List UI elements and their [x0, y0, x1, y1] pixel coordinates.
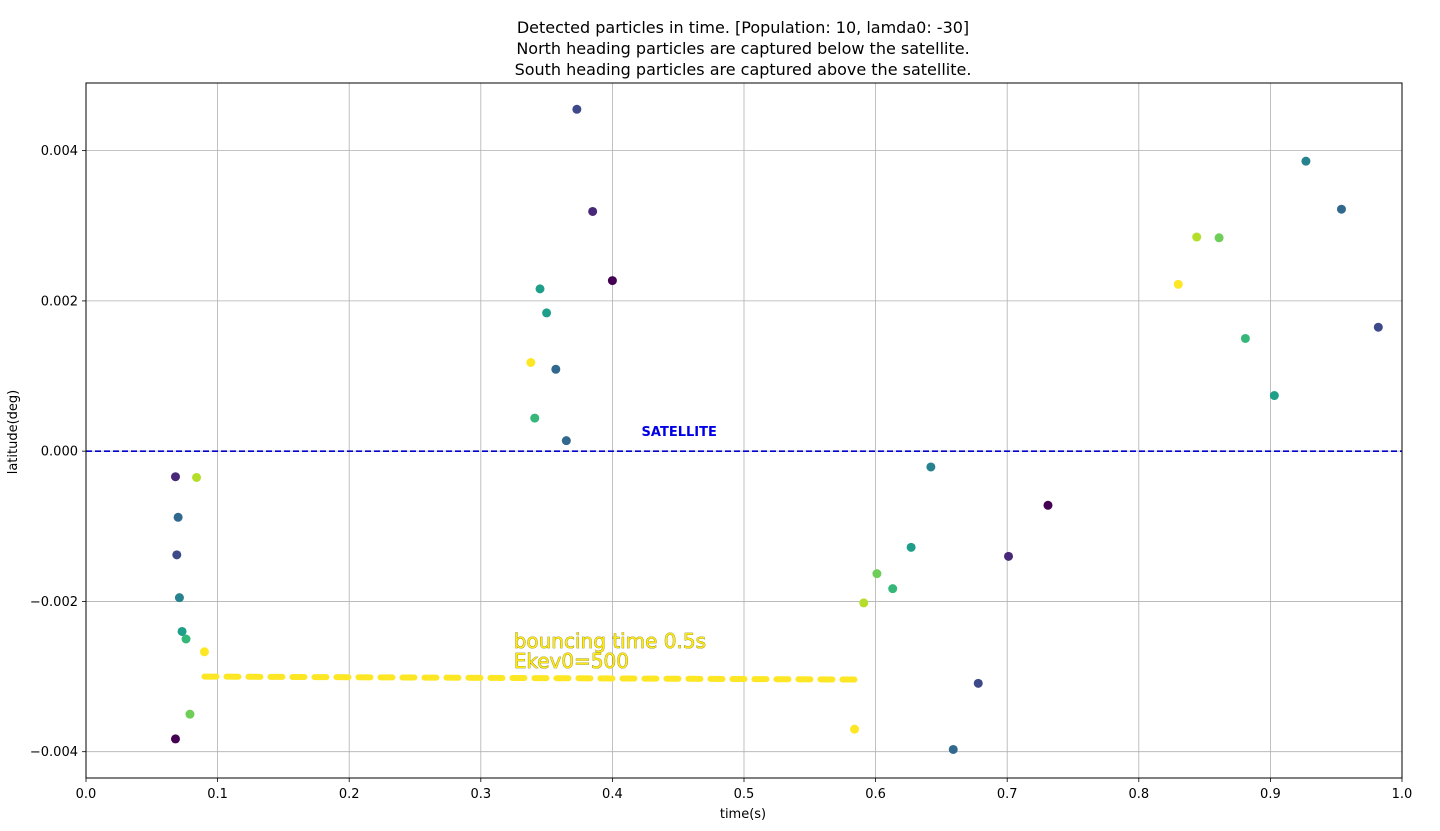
- x-tick-label: 0.1: [207, 787, 228, 802]
- data-point: [607, 276, 617, 286]
- x-tick-label: 0.2: [339, 787, 360, 802]
- data-point: [170, 472, 180, 482]
- x-tick-label: 0.4: [602, 787, 623, 802]
- data-point: [1043, 500, 1053, 510]
- data-point: [526, 358, 536, 368]
- chart-title-line-3: South heading particles are captured abo…: [515, 60, 972, 79]
- data-point: [1301, 156, 1311, 166]
- data-point: [850, 724, 860, 734]
- bounce-arrow: [201, 673, 859, 683]
- x-tick-label: 0.8: [1128, 787, 1149, 802]
- x-tick-label: 0.0: [76, 787, 97, 802]
- chart-title-line-2: North heading particles are captured bel…: [516, 39, 969, 58]
- data-point: [1004, 551, 1014, 561]
- x-axis-label: time(s): [720, 807, 766, 822]
- data-point: [172, 550, 182, 560]
- grid: [85, 83, 1403, 778]
- annotation-line-2: Ekev0=500: [514, 649, 629, 673]
- data-point: [1269, 391, 1279, 401]
- data-point: [1336, 204, 1346, 214]
- data-point: [173, 512, 183, 522]
- chart-title-line-1: Detected particles in time. [Population:…: [517, 18, 969, 37]
- data-point: [973, 678, 983, 688]
- x-axis: 0.0 0.1 0.2 0.3 0.4 0.5 0.6 0.7 0.8 0.9 1.0: [76, 778, 1413, 802]
- x-tick-label: 0.6: [865, 787, 886, 802]
- y-tick-label: −0.004: [30, 745, 78, 760]
- data-point: [906, 542, 916, 552]
- data-point: [926, 462, 936, 472]
- y-axis-label: latitude(deg): [6, 390, 21, 475]
- data-point: [572, 104, 582, 114]
- y-tick-label: 0.004: [41, 144, 78, 159]
- data-point: [561, 436, 571, 446]
- data-point: [1173, 279, 1183, 289]
- data-point: [588, 206, 598, 216]
- y-tick-label: 0.002: [41, 294, 78, 309]
- satellite-label: SATELLITE: [642, 425, 717, 440]
- data-point: [192, 472, 202, 482]
- data-point: [551, 364, 561, 374]
- data-point: [872, 569, 882, 579]
- data-point: [185, 709, 195, 719]
- annotation: bouncing time 0.5s Ekev0=500: [513, 629, 706, 674]
- data-point: [1373, 322, 1383, 332]
- annotation-line-1: bouncing time 0.5s: [514, 629, 706, 653]
- x-tick-label: 0.9: [1260, 787, 1281, 802]
- points-layer: [170, 104, 1383, 754]
- bounce-arrow-layer: [201, 673, 859, 683]
- x-tick-label: 0.5: [734, 787, 755, 802]
- data-point: [1214, 233, 1224, 243]
- data-point: [1240, 333, 1250, 343]
- x-tick-label: 1.0: [1392, 787, 1413, 802]
- data-point: [199, 647, 209, 657]
- data-point: [170, 734, 180, 744]
- data-point: [542, 308, 552, 318]
- y-axis: −0.004 −0.002 0.000 0.002 0.004: [30, 144, 86, 760]
- data-point: [530, 413, 540, 423]
- data-point: [859, 598, 869, 608]
- data-point: [1192, 232, 1202, 242]
- data-point: [948, 744, 958, 754]
- data-point: [181, 634, 191, 644]
- x-tick-label: 0.7: [997, 787, 1018, 802]
- data-point: [174, 593, 184, 603]
- data-point: [888, 584, 898, 594]
- chart-title: Detected particles in time. [Population:…: [515, 18, 972, 79]
- x-tick-label: 0.3: [470, 787, 491, 802]
- y-tick-label: −0.002: [30, 595, 78, 610]
- data-point: [535, 284, 545, 294]
- satellite-layer: SATELLITE: [86, 425, 1402, 452]
- data-point: [177, 626, 187, 636]
- y-tick-label: 0.000: [41, 445, 78, 460]
